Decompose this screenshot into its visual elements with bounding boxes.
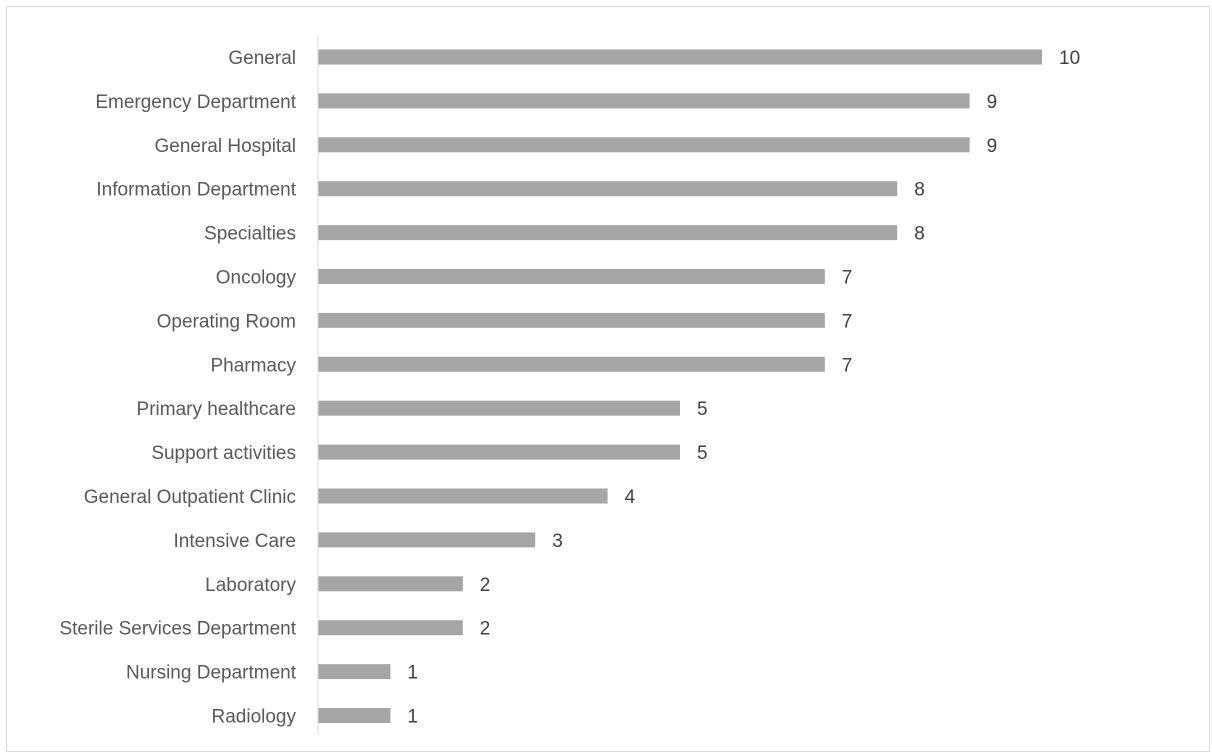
bar [318,312,825,328]
category-label: Sterile Services Department [59,619,296,640]
data-label: 2 [480,619,491,640]
category-label: Emergency Department [95,92,296,113]
bar [318,532,536,548]
bar [318,708,391,723]
category-label: Nursing Department [126,663,297,684]
bar [318,356,825,372]
bar [318,49,1042,65]
category-label: Information Department [96,180,296,201]
bar [318,620,463,636]
bar [318,137,970,153]
data-label: 5 [697,399,708,420]
data-label: 8 [914,224,925,245]
data-label: 9 [987,92,998,113]
bar [318,576,463,592]
data-label: 1 [407,707,418,728]
data-label: 7 [842,268,853,289]
data-label: 3 [552,531,563,552]
category-label: Pharmacy [210,355,296,376]
bar [318,225,898,241]
category-label: Laboratory [205,575,296,596]
bar [318,269,825,284]
chart-frame [6,6,1210,752]
data-label: 5 [697,443,708,464]
category-label: General Outpatient Clinic [84,487,296,508]
data-label: 7 [842,311,853,332]
category-label: General Hospital [154,136,296,157]
category-label: General [228,48,296,69]
data-label: 1 [407,663,418,684]
bars-layer: General 10 Emergency Department 9 General Ho… [59,48,1080,728]
category-label: Primary healthcare [137,399,296,420]
data-label: 2 [480,575,491,596]
data-label: 7 [842,355,853,376]
category-label: Oncology [216,268,297,289]
data-label: 4 [625,487,636,508]
category-label: Radiology [212,707,297,728]
bar [318,400,680,416]
data-label: 8 [914,180,925,201]
category-label: Support activities [151,443,296,464]
category-label: Specialties [204,224,296,245]
bar [318,93,970,109]
data-label: 9 [987,136,998,157]
category-label: Operating Room [157,311,296,332]
bar [318,488,608,504]
bar [318,664,391,680]
category-label: Intensive Care [173,531,296,552]
bar [318,444,680,460]
data-label: 10 [1059,48,1080,69]
bar [318,181,898,197]
